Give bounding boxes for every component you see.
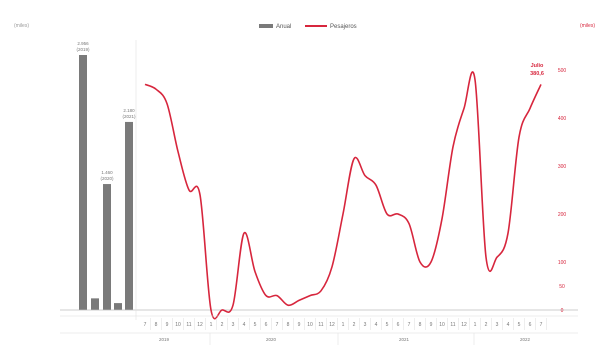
x-tick-month: 2 — [353, 322, 356, 328]
x-tick-month: 4 — [375, 322, 378, 328]
x-tick-month: 1 — [474, 322, 477, 328]
x-tick-month: 12 — [461, 322, 467, 328]
x-tick-month: 10 — [307, 322, 313, 328]
x-tick-month: 2 — [485, 322, 488, 328]
x-axis-month-ticks: 7 8 9 10 11 12 1 2 3 4 5 6 7 8 9 10 11 12 1 2 3 4 5 6 7 8 9 10 11 12 1… — [60, 315, 578, 330]
x-tick-month: 12 — [197, 322, 203, 328]
x-tick-month: 9 — [430, 322, 433, 328]
x-tick-month: 7 — [408, 322, 411, 328]
x-tick-month: 9 — [166, 322, 169, 328]
x-tick-month: 7 — [144, 322, 147, 328]
x-tick-month: 12 — [329, 322, 335, 328]
x-tick-month: 2 — [221, 322, 224, 328]
right-axis-tick: 100 — [558, 260, 567, 266]
annual-bar — [114, 303, 122, 310]
legend-label-anual: Anual — [276, 24, 291, 30]
x-axis-year-label: 2021 — [399, 337, 410, 342]
x-tick-month: 1 — [342, 322, 345, 328]
annual-bar — [79, 55, 87, 310]
right-axis-tick: 50 — [559, 284, 565, 290]
x-axis-year-label: 2022 — [520, 337, 531, 342]
annual-bar-year: (2019) — [76, 47, 90, 52]
x-tick-month: 9 — [298, 322, 301, 328]
right-axis-unit: (miles) — [580, 23, 595, 29]
legend-label-pesajeros: Pesajeros — [330, 24, 357, 30]
x-tick-month: 3 — [232, 322, 235, 328]
x-tick-month: 6 — [397, 322, 400, 328]
x-tick-month: 3 — [496, 322, 499, 328]
x-tick-month: 7 — [276, 322, 279, 328]
x-tick-month: 11 — [318, 322, 323, 328]
annual-bar-value: 2.956 — [77, 41, 89, 46]
annual-bar — [125, 121, 133, 311]
right-axis-tick: 0 — [561, 308, 564, 314]
x-tick-month: 4 — [243, 322, 246, 328]
x-tick-month: 11 — [450, 322, 455, 328]
x-axis-year-row: 2019 2020 2021 2022 — [60, 332, 578, 345]
x-tick-month: 5 — [518, 322, 521, 328]
annotation-value: 380,6 — [530, 71, 544, 77]
x-tick-month: 8 — [287, 322, 290, 328]
legend-swatch-anual — [259, 24, 273, 28]
annotation-label: Julio — [531, 63, 544, 69]
annual-bar — [103, 184, 111, 310]
x-tick-month: 8 — [419, 322, 422, 328]
right-axis-tick: 200 — [558, 212, 567, 218]
x-tick-month: 5 — [386, 322, 389, 328]
annual-bar-labels: 2.956(2019) 1.460(2020) 2.180(2021) — [76, 41, 136, 181]
x-tick-month: 6 — [265, 322, 268, 328]
x-tick-month: 10 — [439, 322, 445, 328]
right-axis-tick: 500 — [558, 68, 567, 74]
x-axis-year-label: 2020 — [266, 337, 277, 342]
right-axis-tick: 400 — [558, 116, 567, 122]
x-tick-month: 8 — [155, 322, 158, 328]
x-tick-month: 6 — [529, 322, 532, 328]
x-tick-month: 5 — [254, 322, 257, 328]
x-tick-month: 3 — [364, 322, 367, 328]
x-tick-month: 4 — [507, 322, 510, 328]
right-axis-tick: 300 — [558, 164, 567, 170]
legend-swatch-pesajeros — [305, 25, 327, 27]
annual-bars — [79, 55, 133, 311]
x-tick-month: 10 — [175, 322, 181, 328]
annual-bar-value: 2.180 — [123, 108, 135, 113]
series-line-pesajeros — [144, 71, 542, 320]
x-axis-year-label: 2019 — [159, 337, 170, 342]
annual-bar-value: 1.460 — [101, 170, 113, 175]
x-tick-month: 7 — [540, 322, 543, 328]
x-tick-month: 1 — [210, 322, 213, 328]
annual-bar-year: (2020) — [100, 176, 114, 181]
x-tick-month: 11 — [186, 322, 191, 328]
annual-bar — [91, 298, 99, 310]
left-axis-unit: (miles) — [14, 23, 29, 29]
annual-bar-year: (2021) — [122, 114, 136, 119]
legend: Anual Pesajeros — [259, 24, 357, 30]
